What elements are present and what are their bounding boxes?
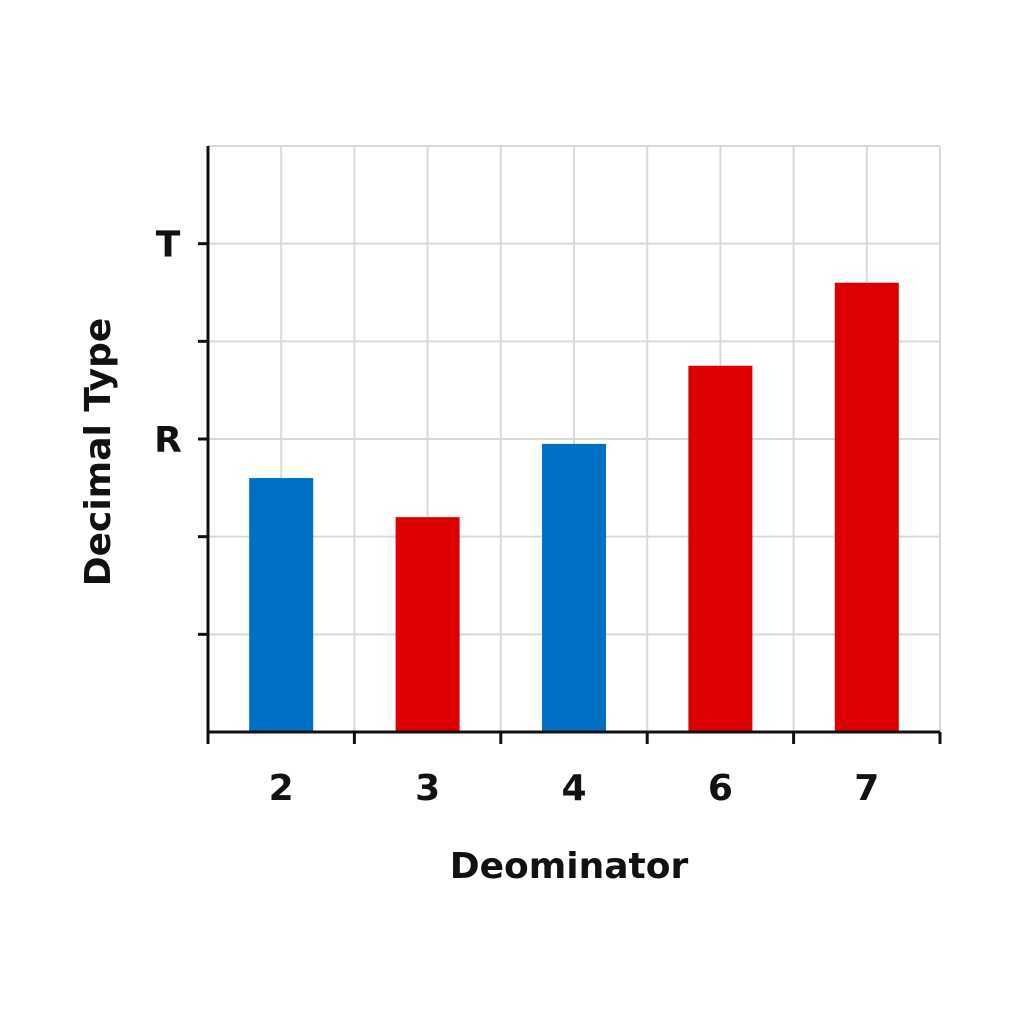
- x-tick-label: 2: [269, 768, 294, 809]
- bar-4: [542, 443, 606, 732]
- y-axis-title: Decimal Type: [78, 318, 119, 587]
- y-tick-label: T: [156, 225, 181, 266]
- bar-2: [249, 478, 314, 732]
- x-tick-label: 6: [708, 768, 733, 809]
- x-axis-title: Deominator: [450, 846, 689, 887]
- y-tick-label: R: [154, 420, 182, 461]
- x-axis-ticks: 2 3 4 6 7: [206, 732, 942, 809]
- bar-7: [834, 282, 899, 732]
- y-axis-ticks: RT: [154, 225, 208, 636]
- bar-3: [395, 517, 460, 732]
- x-tick-label: 3: [415, 768, 440, 809]
- bars: [249, 282, 899, 732]
- x-tick-label: 7: [854, 768, 879, 809]
- x-tick-label: 4: [561, 768, 586, 809]
- bar-6: [688, 365, 753, 732]
